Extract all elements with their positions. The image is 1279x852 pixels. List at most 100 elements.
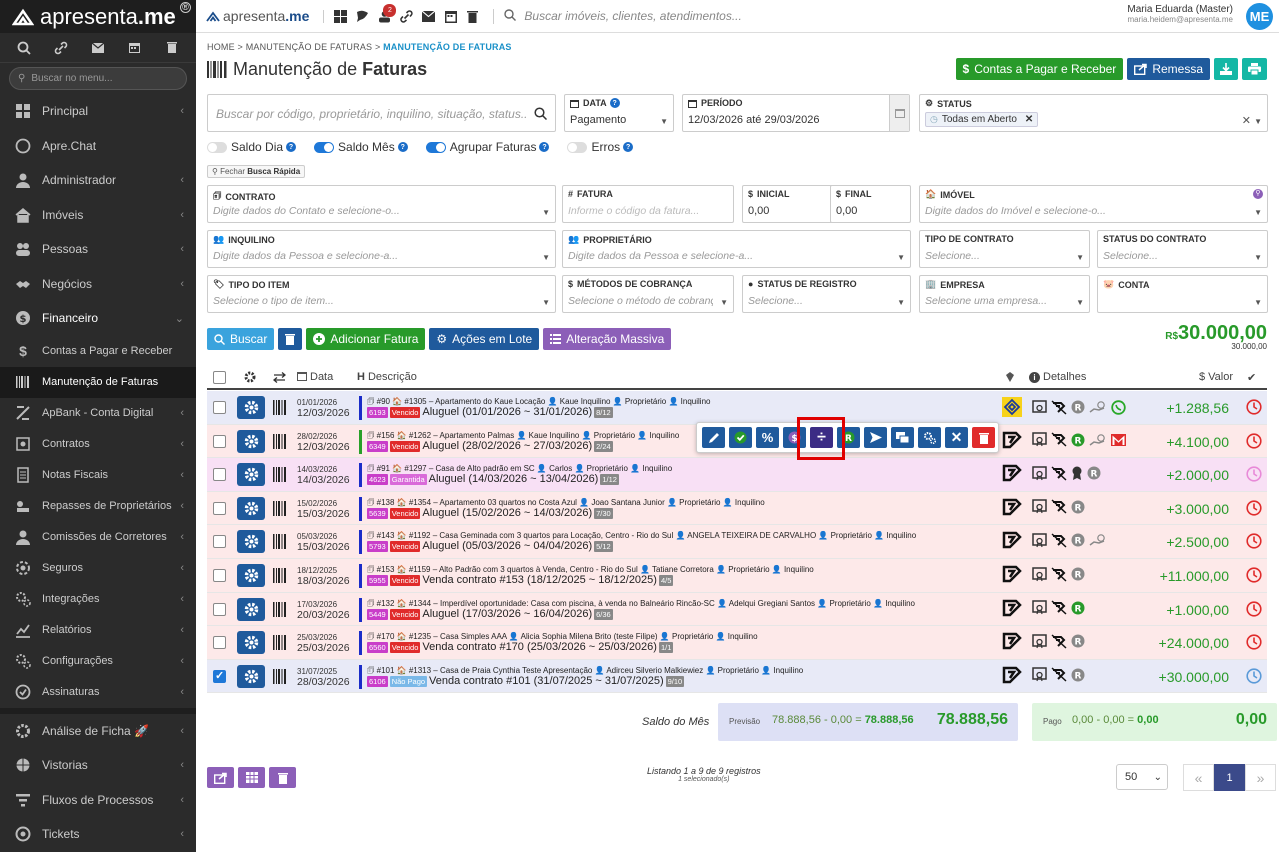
next-page-button[interactable]: » — [1245, 764, 1276, 791]
barcode-icon[interactable] — [273, 635, 287, 653]
row-checkbox[interactable] — [213, 401, 226, 417]
sidebar-item-negocios[interactable]: Negócios ‹ — [0, 267, 196, 302]
help-icon[interactable]: ? — [623, 142, 634, 152]
app-logo[interactable]: apresenta.me ® — [0, 0, 196, 33]
barcode-icon[interactable] — [273, 601, 287, 620]
prev-page-button[interactable]: « — [1183, 764, 1214, 791]
row-description[interactable]: 🗊 #156 🏠 #1262 – Apartamento Palmas 👤 Ka… — [367, 430, 679, 452]
row-checkbox[interactable] — [213, 501, 226, 518]
help-icon[interactable]: ? — [286, 142, 297, 152]
final-input[interactable]: $ FINAL 0,00 — [830, 185, 911, 223]
row-checkbox[interactable] — [213, 636, 226, 652]
remove-chip-icon[interactable]: ✕ — [1024, 114, 1034, 125]
checkbox[interactable] — [213, 569, 226, 582]
clock-icon[interactable] — [1246, 567, 1262, 583]
status-select[interactable]: ⚙ STATUS ◷ Todas em Aberto ✕ ✕ ▼ — [919, 94, 1268, 132]
users-notification-icon[interactable]: 2 — [378, 3, 397, 23]
toggle-switch[interactable] — [567, 141, 588, 153]
table-row[interactable]: 25/03/2026 25/03/2026 🗊 #170 🏠 #1235 – Ca… — [207, 626, 1267, 660]
sidebar-item-assinaturas[interactable]: Assinaturas ‹ — [0, 677, 196, 708]
barcode-icon[interactable] — [273, 467, 287, 485]
calendar-icon[interactable] — [127, 40, 143, 56]
barcode-icon[interactable] — [273, 400, 287, 418]
sidebar-item-seguros[interactable]: Seguros ‹ — [0, 553, 196, 584]
adicionar-fatura-button[interactable]: Adicionar Fatura — [306, 328, 426, 350]
link-icon[interactable] — [400, 9, 414, 23]
clock-icon[interactable] — [1246, 600, 1262, 617]
acoes-em-lote-button[interactable]: ⚙ Ações em Lote — [429, 328, 540, 350]
row-description[interactable]: 🗊 #91 🏠 #1297 – Casa de Alto padrão em S… — [367, 463, 672, 486]
mail-icon[interactable] — [90, 40, 106, 56]
spreadsheet-button[interactable] — [238, 767, 265, 788]
row-description[interactable]: 🗊 #143 🏠 #1192 – Casa Geminada com 3 qua… — [367, 530, 916, 553]
checkbox[interactable] — [213, 468, 226, 482]
row-description[interactable]: 🗊 #132 🏠 #1344 – Imperdível oportunidade… — [367, 598, 915, 620]
download-button[interactable] — [1214, 58, 1238, 80]
trash-icon[interactable] — [164, 40, 180, 56]
row-description[interactable]: 🗊 #138 🏠 #1354 – Apartamento 03 quartos … — [367, 497, 765, 519]
table-row[interactable]: 17/03/2026 20/03/2026 🗊 #132 🏠 #1344 – Im… — [207, 592, 1267, 627]
barcode-icon[interactable] — [273, 500, 287, 519]
table-row[interactable]: 05/03/2026 15/03/2026 🗊 #143 🏠 #1192 – Ca… — [207, 525, 1267, 559]
checkbox[interactable] — [213, 401, 226, 414]
table-row[interactable]: 15/02/2026 15/03/2026 🗊 #138 🏠 #1354 – Ap… — [207, 491, 1267, 526]
sidebar-item-tickets[interactable]: Tickets ‹ — [0, 817, 196, 852]
barcode-icon[interactable] — [273, 433, 287, 452]
message-button[interactable] — [891, 427, 914, 448]
help-icon[interactable]: ? — [609, 98, 620, 108]
search-icon[interactable] — [16, 40, 32, 56]
per-page-select[interactable]: 50 ⌄ — [1116, 764, 1168, 790]
edit-button[interactable] — [702, 427, 725, 448]
sidebar-item-comissoes[interactable]: Comissões de Corretores ‹ — [0, 522, 196, 553]
avatar[interactable]: ME — [1246, 3, 1273, 30]
whatsapp-icon[interactable] — [1111, 399, 1126, 418]
mail-icon[interactable] — [422, 10, 436, 23]
sidebar-item-apbank[interactable]: ApBank - Conta Digital ‹ — [0, 398, 196, 429]
row-settings-button[interactable] — [237, 664, 265, 688]
delete-button[interactable] — [972, 427, 995, 448]
row-checkbox[interactable] — [213, 569, 226, 585]
sidebar-item-contratos[interactable]: Contratos ‹ — [0, 429, 196, 460]
sidebar-item-principal[interactable]: Principal ‹ — [0, 94, 196, 129]
chat-icon[interactable] — [356, 10, 369, 23]
proprietario-input[interactable]: 👥 PROPRIETÁRIO Digite dados da Pessoa e s… — [562, 230, 911, 268]
help-icon[interactable]: ? — [397, 142, 408, 152]
data-select[interactable]: DATA? Pagamento ▼ — [564, 94, 674, 132]
menu-search-input[interactable]: ⚲ Buscar no menu... — [9, 67, 187, 90]
buscar-button[interactable]: Buscar — [207, 328, 275, 350]
barcode-icon[interactable] — [273, 668, 287, 687]
user-info[interactable]: Maria Eduarda (Master) maria.heidem@apre… — [1127, 4, 1233, 24]
alteracao-massiva-button[interactable]: Alteração Massiva — [543, 328, 672, 350]
status-registro-select[interactable]: ● STATUS DE REGISTRO Selecione... ▼ — [742, 275, 911, 313]
barcode-icon[interactable] — [273, 568, 287, 586]
print-button[interactable] — [1242, 58, 1267, 80]
clock-icon[interactable] — [1246, 432, 1262, 449]
clock-icon[interactable] — [1246, 634, 1262, 650]
checkbox[interactable] — [213, 501, 226, 515]
clock-icon[interactable] — [1246, 500, 1262, 516]
agrupar-faturas-toggle[interactable]: Agrupar Faturas? — [425, 140, 550, 154]
checkbox[interactable] — [213, 535, 226, 549]
periodo-input[interactable]: PERÍODO 12/03/2026 até 29/03/2026 — [682, 94, 910, 132]
dashboard-icon[interactable] — [334, 9, 348, 23]
toggle-switch[interactable] — [207, 141, 227, 153]
checkbox[interactable] — [213, 434, 226, 448]
saldo-dia-toggle[interactable]: Saldo Dia? — [207, 140, 297, 154]
calendar-icon[interactable] — [444, 10, 457, 23]
sidebar-item-administrador[interactable]: Administrador ‹ — [0, 163, 196, 198]
sidebar-item-imoveis[interactable]: Imóveis ‹ — [0, 198, 196, 233]
sidebar-item-pessoas[interactable]: Pessoas ‹ — [0, 232, 196, 267]
select-all-checkbox[interactable] — [213, 370, 226, 384]
calendar-button[interactable] — [889, 95, 909, 131]
row-settings-button[interactable] — [237, 463, 265, 487]
sidebar-item-vistorias[interactable]: Vistorias ‹ — [0, 748, 196, 783]
table-row[interactable]: 14/03/2026 14/03/2026 🗊 #91 🏠 #1297 – Cas… — [207, 458, 1267, 492]
inicial-input[interactable]: $ INICIAL 0,00 — [742, 185, 836, 223]
date-header[interactable]: Data — [297, 371, 333, 384]
table-row[interactable]: 18/12/2025 18/03/2026 🗊 #153 🏠 #1159 – Al… — [207, 559, 1267, 593]
row-checkbox[interactable] — [213, 535, 226, 551]
valor-header[interactable]: $ Valor — [1199, 371, 1233, 383]
clock-icon[interactable] — [1246, 399, 1262, 415]
sidebar-item-configuracoes[interactable]: Configurações ‹ — [0, 646, 196, 677]
